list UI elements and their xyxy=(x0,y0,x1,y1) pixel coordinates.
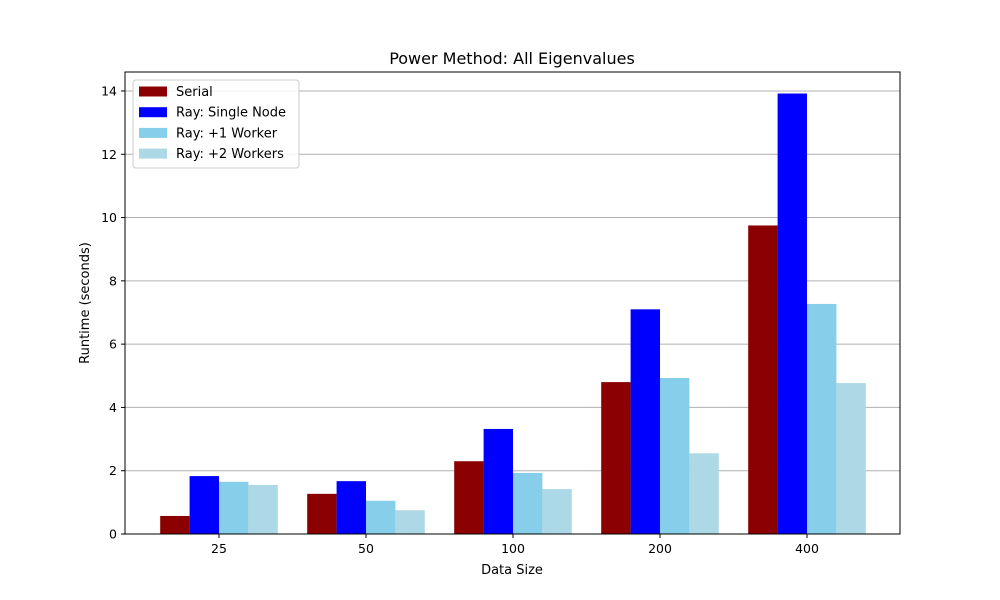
legend: Serial Ray: Single Node Ray: +1 Worker Ray:… xyxy=(132,79,300,169)
legend-label: Ray: +2 Workers xyxy=(176,147,284,162)
bar-ray-1-worker-400 xyxy=(807,303,837,534)
legend-label: Ray: Single Node xyxy=(176,106,286,121)
y-axis-label: Runtime (seconds) xyxy=(78,242,93,364)
bar-serial-200 xyxy=(601,382,631,534)
y-tick-label: 10 xyxy=(101,210,117,225)
bar-ray-single-node-200 xyxy=(630,309,660,534)
bar-serial-50 xyxy=(307,493,337,534)
legend-swatch xyxy=(139,107,167,118)
legend-swatch xyxy=(139,148,167,159)
legend-swatch xyxy=(139,86,167,97)
bar-serial-25 xyxy=(160,515,190,534)
bar-ray-2-workers-400 xyxy=(836,383,866,534)
y-tick-label: 12 xyxy=(101,147,117,162)
x-tick-label: 25 xyxy=(211,541,227,556)
y-tick-label: 2 xyxy=(109,463,117,478)
y-tick-label: 4 xyxy=(109,400,117,415)
bar-ray-single-node-400 xyxy=(777,93,807,534)
x-tick-label: 400 xyxy=(795,541,819,556)
bar-ray-2-workers-50 xyxy=(395,510,425,534)
x-tick-label: 200 xyxy=(648,541,672,556)
legend-label: Serial xyxy=(176,85,213,100)
y-tick-label: 6 xyxy=(109,337,117,352)
x-tick-label: 50 xyxy=(358,541,374,556)
bar-ray-single-node-25 xyxy=(189,476,219,534)
chart-title: Power Method: All Eigenvalues xyxy=(389,49,635,68)
bar-ray-2-workers-100 xyxy=(542,489,572,534)
bar-serial-100 xyxy=(454,461,484,534)
bar-ray-single-node-50 xyxy=(336,481,366,534)
bar-ray-1-worker-100 xyxy=(513,472,543,534)
bar-ray-1-worker-50 xyxy=(366,500,396,534)
y-tick-label: 8 xyxy=(109,273,117,288)
bar-serial-400 xyxy=(748,225,778,534)
x-axis-ticks: 25 50 100 200 400 xyxy=(211,534,819,556)
legend-swatch xyxy=(139,127,167,138)
bar-ray-single-node-100 xyxy=(483,428,513,534)
y-tick-label: 0 xyxy=(109,527,117,542)
legend-label: Ray: +1 Worker xyxy=(176,126,278,141)
bar-ray-2-workers-25 xyxy=(248,484,278,534)
bar-ray-1-worker-25 xyxy=(219,481,249,534)
bar-ray-1-worker-200 xyxy=(660,377,690,534)
legend-box xyxy=(132,79,300,169)
bars xyxy=(160,93,866,534)
y-axis-ticks: 0 2 4 6 8 10 12 14 xyxy=(101,83,125,542)
x-tick-label: 100 xyxy=(501,541,525,556)
x-axis-label: Data Size xyxy=(481,563,543,578)
bar-ray-2-workers-200 xyxy=(689,453,719,534)
y-tick-label: 14 xyxy=(101,83,117,98)
